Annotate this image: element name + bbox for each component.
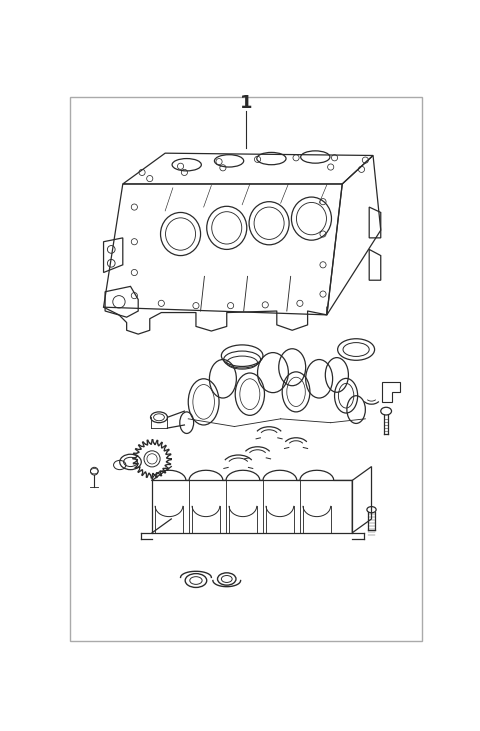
Text: 1: 1 bbox=[240, 94, 252, 112]
